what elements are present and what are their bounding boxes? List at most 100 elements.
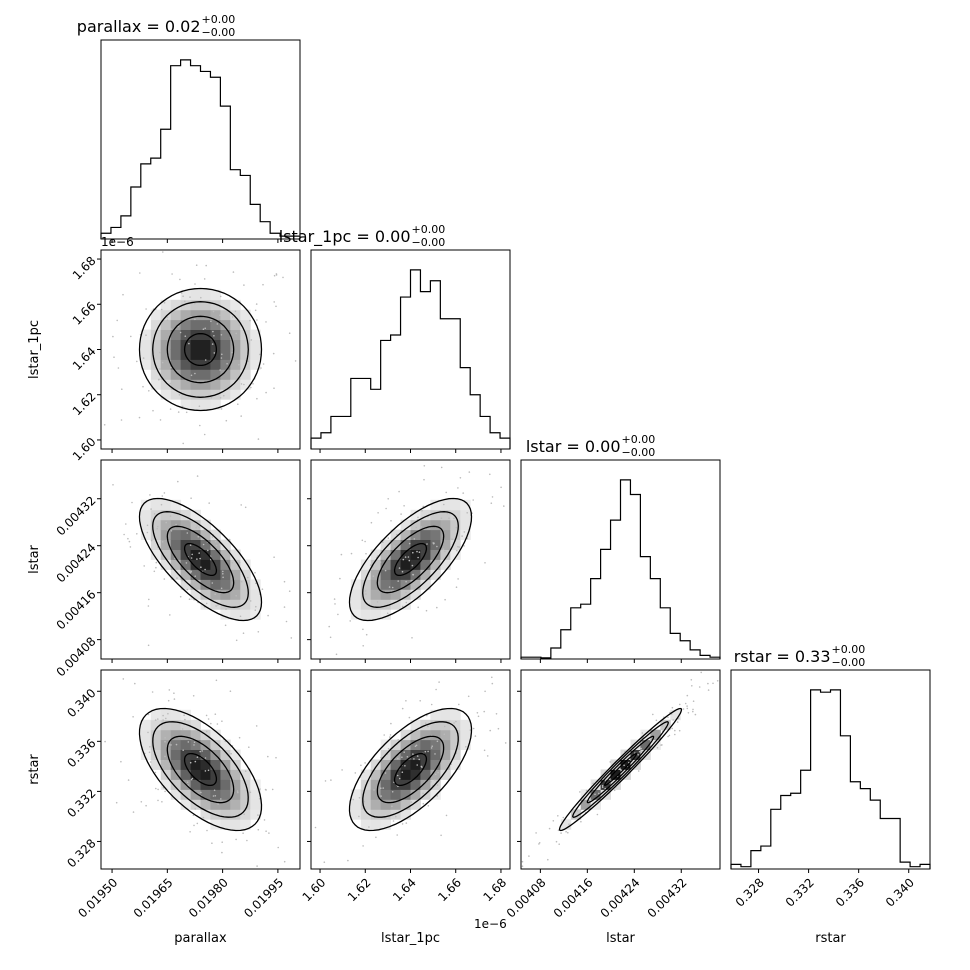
scatter-point [163,302,166,304]
scatter-point [221,851,223,854]
scatter-point [484,690,486,693]
contour-level-3 [152,301,249,398]
density-parallax-rstar [140,709,261,830]
density-cell [230,359,241,370]
density-cell [200,349,211,360]
scatter-point [567,831,569,834]
scatter-point [231,562,234,564]
contour-level-3 [152,721,249,818]
density-cell [430,499,441,511]
scatter-point [228,538,231,541]
scatter-point [193,741,196,743]
density-cell [370,809,382,820]
density-cell [610,769,621,780]
scatter-point [404,556,407,558]
density-cell [190,759,201,770]
density-cell [360,769,372,780]
scatter-point [491,676,493,679]
density-cell [220,349,231,360]
scatter-point [436,606,438,609]
density-cell [370,559,382,570]
density-cell [410,789,421,800]
scatter-point [434,753,436,755]
density-cell [220,539,231,550]
scatter-point [162,764,165,767]
scatter-point [484,562,486,564]
scatter-point [125,523,127,525]
scatter-point [416,764,419,766]
density-cell [350,609,362,620]
scatter-point [130,335,132,338]
density-cell [390,579,401,590]
scatter-point [149,746,151,748]
scatter-point [422,505,425,508]
density-cell [400,729,411,741]
contour-level-1 [183,542,218,577]
contour-level-1 [393,752,428,787]
scatter-point [154,771,157,774]
density-cell [440,499,451,511]
scatter-point [113,356,115,359]
scatter-point [202,328,205,331]
title-main: lstar = 0.00 [526,437,621,456]
density-cell [400,769,411,780]
scatter-point [222,573,224,575]
title-main: rstar = 0.33 [734,647,831,666]
scatter-point [453,722,455,724]
scatter-point [271,788,274,791]
scatter-point [255,582,257,585]
scatter-point [391,805,393,808]
scatter-point [194,318,196,321]
scatter-point [405,700,407,702]
density-cell [220,589,231,600]
scatter-point [147,713,150,716]
panel-lstar_1pc-lstar [307,459,511,663]
density-cell [380,569,391,580]
scatter-point [145,308,147,310]
y-axis-label-lstar: lstar [27,544,42,573]
scatter-point [373,789,375,791]
scatter-point [163,578,166,580]
density-cell [460,499,471,511]
scatter-point [199,424,201,427]
density-cell [450,549,461,560]
density-cell [360,609,372,620]
density-cell [240,599,251,610]
density-cell [190,769,201,780]
scatter-point [115,801,118,804]
density-cell [410,779,421,790]
scatter-point [257,828,260,831]
scatter-point [237,791,239,794]
scatter-point [225,608,227,610]
scatter-point [147,605,150,607]
x-axis-label-parallax: parallax [174,931,227,946]
density-cell [180,739,191,750]
density-cell [390,549,401,560]
scatter-point [426,543,428,545]
scatter-point [341,769,343,771]
scatter-point [427,805,430,807]
panel-parallax-parallax: parallax = 0.02 +0.00−0.00 [77,13,301,243]
density-cell [240,369,251,380]
density-cell [230,579,241,590]
scatter-point [194,808,196,810]
scatter-point [243,284,245,286]
y-tick-label: 0.00408 [54,634,99,679]
y-tick-label: 1.62 [70,389,99,418]
density-cell [460,529,471,540]
scatter-point [158,378,160,381]
density-cell [180,329,191,340]
title-plus: +0.00 [202,13,236,26]
density-cell [210,359,221,370]
density-cell [170,769,182,780]
density-cell [200,769,211,780]
density-cell [390,799,401,810]
scatter-point [193,824,195,827]
scatter-point [426,714,428,717]
panel-rstar-rstar: rstar = 0.33 +0.00−0.00 0.328 0.332 0.336 0.3… [730,643,931,910]
density-cell [440,539,451,550]
scatter-point [613,789,616,792]
scatter-point [265,830,267,832]
scatter-point [142,357,145,359]
scatter-point [196,475,199,477]
